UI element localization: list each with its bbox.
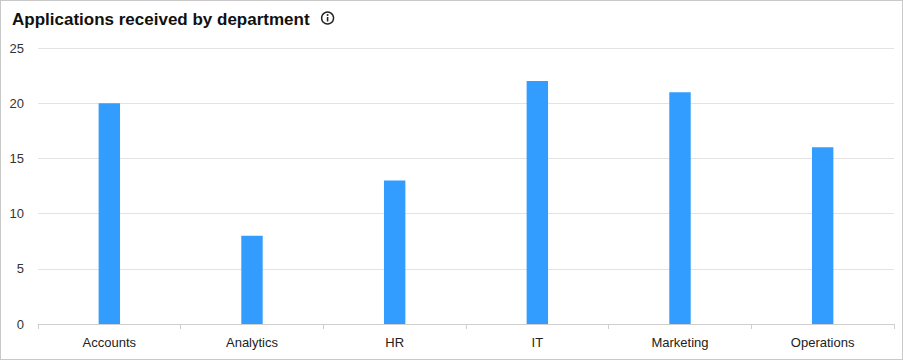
svg-text:Analytics: Analytics: [226, 335, 279, 350]
svg-text:Applications received by depar: Applications received by department: [12, 10, 310, 29]
svg-text:5: 5: [17, 261, 24, 276]
svg-text:0: 0: [17, 317, 24, 332]
svg-text:Accounts: Accounts: [83, 335, 137, 350]
svg-text:15: 15: [10, 151, 24, 166]
svg-text:25: 25: [10, 41, 24, 56]
svg-text:HR: HR: [385, 335, 404, 350]
svg-text:Marketing: Marketing: [651, 335, 708, 350]
svg-text:10: 10: [10, 206, 24, 221]
svg-text:Operations: Operations: [791, 335, 855, 350]
svg-text:20: 20: [10, 96, 24, 111]
svg-text:IT: IT: [532, 335, 544, 350]
